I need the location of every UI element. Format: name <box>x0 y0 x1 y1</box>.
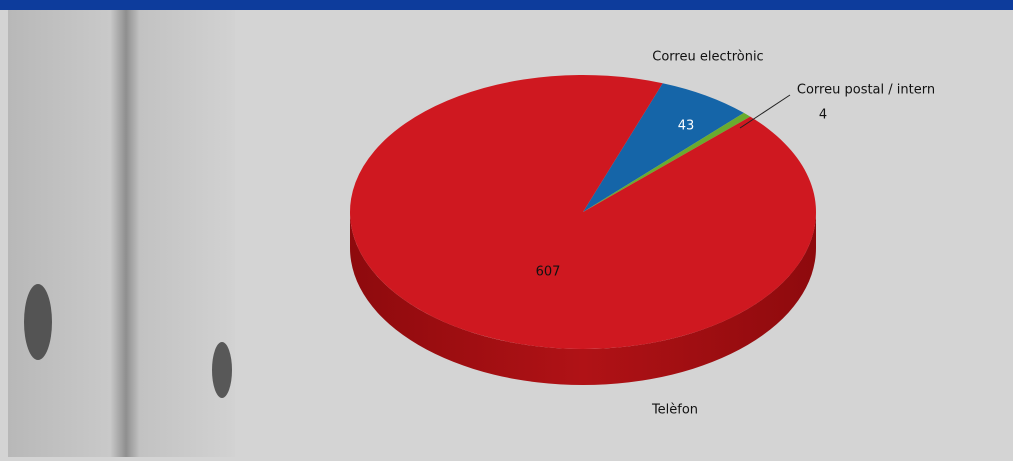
pie-slice <box>583 83 744 212</box>
value-label: 4 <box>819 108 827 123</box>
value-label: 607 <box>536 265 561 280</box>
pie-chart: Correu electrònic 43 Correu postal / inter… <box>349 50 935 418</box>
category-label: Correu electrònic <box>652 50 763 65</box>
pie-side <box>350 212 816 385</box>
category-label: Correu postal / intern <box>797 83 935 98</box>
photo <box>8 10 235 457</box>
value-label: 43 <box>678 119 695 134</box>
leader-line <box>739 94 791 129</box>
pie-slice <box>349 74 816 349</box>
photo-shadow <box>212 342 232 398</box>
pie-slice <box>583 112 751 212</box>
category-label: Telèfon <box>651 403 698 418</box>
photo-shadow <box>24 284 52 360</box>
top-bar <box>0 0 1013 10</box>
